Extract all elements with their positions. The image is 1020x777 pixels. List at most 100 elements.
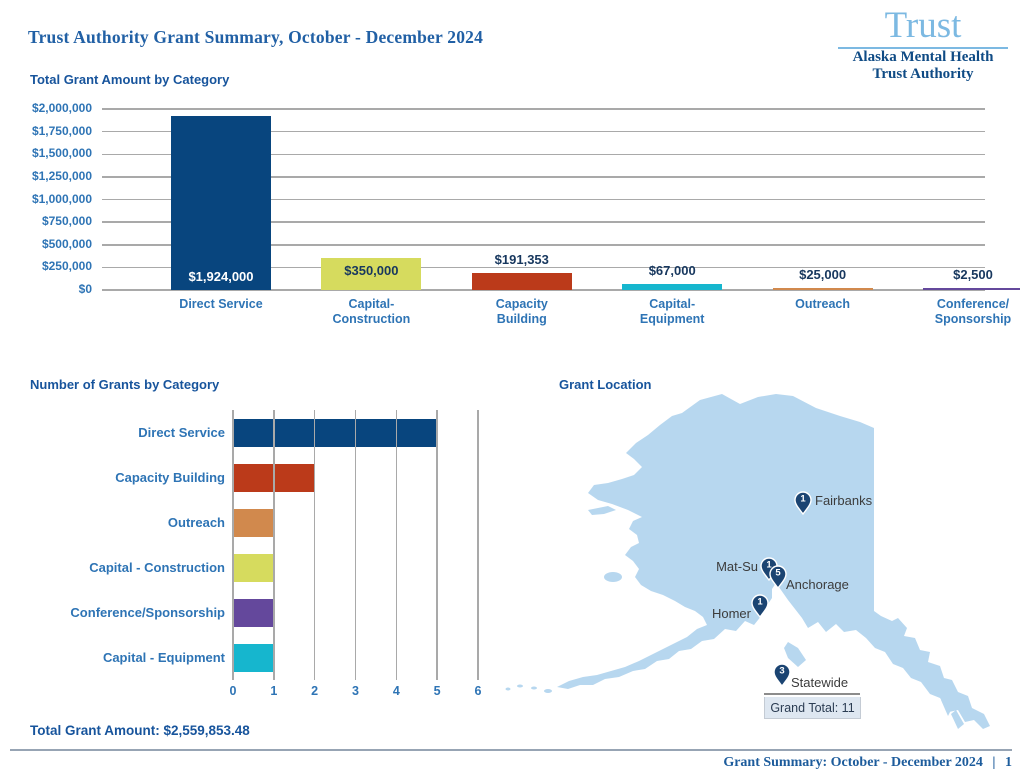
chart1-plot-area: $1,924,000 $350,000 $191,353 $67,000 $25,000… <box>102 108 1020 291</box>
pin-label-fairbanks: Fairbanks <box>815 493 873 508</box>
x-tick-label: 2 <box>311 684 319 698</box>
pin-label-statewide: Statewide <box>791 675 848 690</box>
pin-count: 1 <box>766 560 772 571</box>
chart1-heading: Total Grant Amount by Category <box>30 72 230 87</box>
bar-value-label: $1,924,000 <box>188 269 254 284</box>
grand-total-badge: Grand Total: 11 <box>764 697 861 719</box>
y-tick-label: $500,000 <box>41 236 92 251</box>
pin-count: 1 <box>757 597 763 608</box>
gridline-v <box>395 410 398 680</box>
category-label-direct-service: Direct Service <box>138 425 225 440</box>
category-label-capital-equipment: Capital - Equipment <box>102 650 225 665</box>
category-label-capacity-building: Capacity Building <box>495 297 548 326</box>
x-tick-label: 5 <box>433 684 441 698</box>
footer-page-label: Grant Summary: October - December 2024 <box>723 755 983 770</box>
pin-marker-icon <box>794 491 812 516</box>
total-grant-amount: Total Grant Amount: $2,559,853.48 <box>30 723 250 738</box>
gridline-h <box>102 221 985 223</box>
gridline-h <box>102 198 985 201</box>
chart2-heading: Number of Grants by Category <box>30 377 220 392</box>
gridline-v <box>477 410 479 680</box>
y-tick-label: $750,000 <box>41 214 92 229</box>
logo-wordmark: Trust <box>838 6 1008 49</box>
category-label-capital-construction: Capital - Construction <box>89 560 225 575</box>
pin-count: 5 <box>775 568 781 579</box>
category-label-capital-construction: Capital- Construction <box>332 297 411 326</box>
category-label-conference-sponsorship: Conference/Sponsorship <box>934 297 1012 326</box>
gridline-h <box>102 153 985 155</box>
map-pin-fairbanks: 1 Fairbanks <box>794 491 873 516</box>
bar-capital-construction <box>233 553 274 582</box>
pin-marker-icon <box>769 565 787 590</box>
y-tick-label: $2,000,000 <box>31 101 92 115</box>
logo-org-line2: Trust Authority <box>872 65 974 82</box>
gridline-v <box>273 410 275 680</box>
y-tick-label: $1,000,000 <box>31 191 92 206</box>
category-label-capacity-building: Capacity Building <box>115 470 225 485</box>
category-label-outreach: Outreach <box>795 297 851 311</box>
bar-conference-sponsorship <box>923 288 1020 290</box>
bar-capacity-building <box>471 272 572 290</box>
gridline-v <box>313 410 316 680</box>
bar-value-label: $350,000 <box>344 263 399 279</box>
gridline-h <box>102 289 985 291</box>
map-pin-homer: 1 Homer <box>712 594 769 621</box>
bar-value-label: $191,353 <box>494 251 549 267</box>
x-tick-label: 3 <box>352 684 359 698</box>
pin-label-homer: Homer <box>712 606 752 621</box>
y-tick-label: $1,500,000 <box>31 146 92 161</box>
bar-value-label: $25,000 <box>799 266 847 282</box>
alaska-map: 1 Fairbanks 1 Mat-Su 5 Anchorage 1 Homer 3 Statew… <box>505 394 990 729</box>
y-tick-label: $1,250,000 <box>31 168 92 183</box>
category-label-conference-sponsorship: Conference/Sponsorship <box>70 605 225 620</box>
map-pin-anchorage: 5 Anchorage <box>769 565 849 592</box>
bar-outreach <box>772 287 873 290</box>
y-tick-label: $0 <box>78 282 92 296</box>
map-heading: Grant Location <box>559 377 652 392</box>
bar-capital-construction <box>321 258 422 290</box>
trust-authority-logo: Trust Alaska Mental Health Trust Authori… <box>838 6 1008 82</box>
x-tick-label: 1 <box>270 684 278 698</box>
gridline-v <box>232 410 234 680</box>
grand-total-divider <box>764 693 860 695</box>
x-tick-label: 0 <box>229 684 237 698</box>
y-tick-label: $1,750,000 <box>31 123 92 138</box>
x-tick-label: 6 <box>474 684 482 698</box>
pin-count: 1 <box>800 494 806 505</box>
bar-capital-equipment <box>233 643 274 672</box>
x-tick-label: 4 <box>392 684 400 698</box>
bar-direct-service <box>233 418 438 447</box>
map-pin-statewide: 3 Statewide <box>773 663 848 690</box>
y-tick-label: $250,000 <box>41 259 92 274</box>
category-label-capital-equipment: Capital- Equipment <box>639 297 705 326</box>
gridline-v <box>354 410 357 680</box>
pin-marker-icon <box>773 663 791 688</box>
bar-value-label: $67,000 <box>648 262 696 278</box>
footer-page-number: 1 <box>1005 755 1012 770</box>
pin-label-anchorage: Anchorage <box>786 577 849 592</box>
gridline-h <box>102 266 985 269</box>
gridline-h <box>102 130 985 133</box>
chart1-y-axis: $2,000,000 $1,750,000 $1,500,000 $1,250,000… <box>14 101 92 296</box>
bar-conference-sponsorship <box>233 598 274 627</box>
bar-capital-equipment <box>622 283 723 290</box>
gridline-h <box>102 108 985 110</box>
chart2-plot-area: 0 1 2 3 4 5 6 <box>230 410 481 698</box>
logo-org-line1: Alaska Mental Health <box>852 49 994 65</box>
gridline-h <box>102 244 985 246</box>
gridline-h <box>102 176 985 178</box>
footer-rule <box>10 749 1012 751</box>
pin-count: 3 <box>779 666 784 677</box>
footer-page-info: Grant Summary: October - December 2024 |… <box>717 755 1012 771</box>
bar-outreach <box>233 508 274 537</box>
bar-direct-service <box>171 115 271 290</box>
category-label-direct-service: Direct Service <box>179 297 263 311</box>
pin-marker-icon <box>751 594 769 619</box>
gridline-v <box>436 410 438 680</box>
category-label-outreach: Outreach <box>167 515 225 530</box>
footer-separator: | <box>992 755 996 770</box>
page-title: Trust Authority Grant Summary, October -… <box>28 27 484 47</box>
bar-value-label: $2,500 <box>953 267 993 282</box>
pin-label-mat-su: Mat-Su <box>716 559 758 574</box>
